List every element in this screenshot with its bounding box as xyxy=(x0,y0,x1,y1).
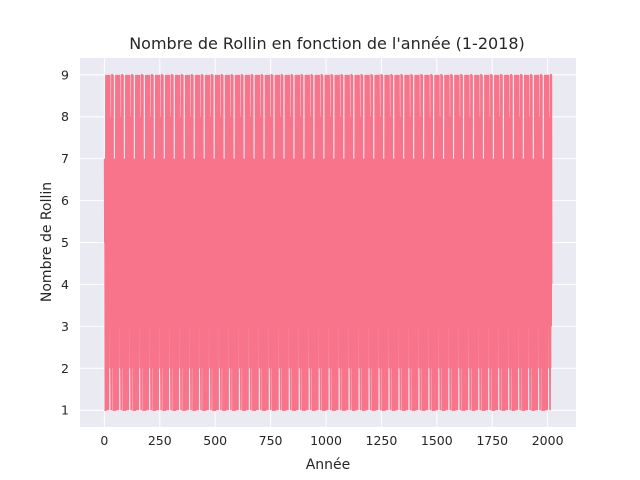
x-axis: 0 250 500 750 1000 1250 1500 1750 2000 xyxy=(100,433,563,448)
y-tick-label: 7 xyxy=(61,151,69,166)
x-tick-label: 0 xyxy=(100,433,108,448)
y-tick-label: 3 xyxy=(61,319,69,334)
y-axis: 1 2 3 4 5 6 7 8 9 xyxy=(61,67,69,417)
x-tick-label: 1500 xyxy=(421,433,453,448)
chart-title: Nombre de Rollin en fonction de l'année … xyxy=(129,34,525,53)
x-tick-label: 1250 xyxy=(366,433,398,448)
x-tick-label: 250 xyxy=(148,433,172,448)
series-line-path xyxy=(103,73,553,412)
y-tick-label: 6 xyxy=(61,193,69,208)
y-tick-label: 1 xyxy=(61,403,69,418)
y-tick-label: 5 xyxy=(61,235,69,250)
y-axis-label: Nombre de Rollin xyxy=(39,182,55,302)
y-tick-label: 8 xyxy=(61,109,69,124)
y-tick-label: 4 xyxy=(61,277,69,292)
x-tick-label: 2000 xyxy=(532,433,564,448)
x-axis-label: Année xyxy=(306,457,351,473)
y-tick-label: 2 xyxy=(61,361,69,376)
series-line xyxy=(103,73,553,412)
x-tick-label: 1000 xyxy=(310,433,342,448)
x-tick-label: 500 xyxy=(203,433,227,448)
x-tick-label: 750 xyxy=(259,433,283,448)
y-tick-label: 9 xyxy=(61,67,69,82)
x-tick-label: 1750 xyxy=(476,433,508,448)
